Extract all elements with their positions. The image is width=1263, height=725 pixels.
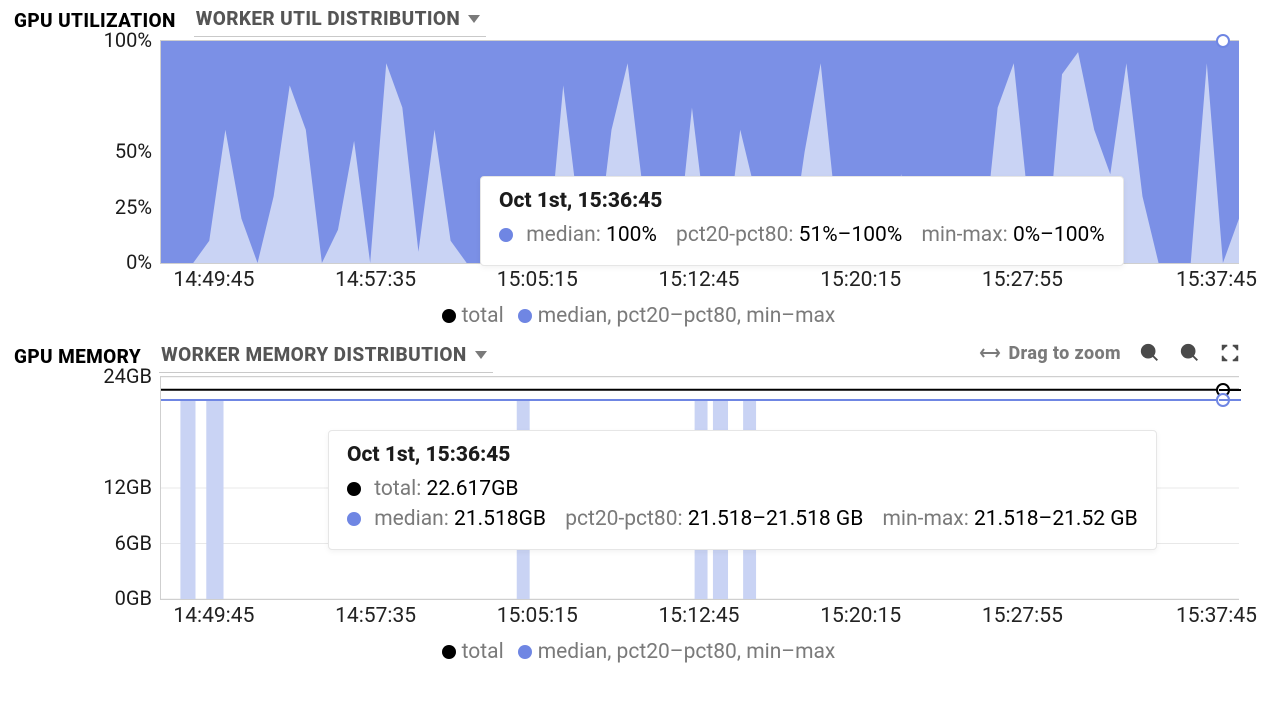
x-axis: 14:49:45 14:57:35 15:05:15 15:12:45 15:20:15… — [160, 600, 1238, 632]
tooltip-row: total: 22.617GB — [347, 477, 1138, 501]
legend-label: total — [462, 640, 504, 664]
hint-label: Drag to zoom — [1009, 343, 1122, 364]
x-tick: 15:12:45 — [659, 604, 740, 628]
y-axis: 0%25%50%100% — [0, 40, 160, 262]
zoom-in-icon — [1139, 342, 1161, 364]
tooltip-row: median: 100% pct20-pct80: 51%–100% min-m… — [499, 223, 1105, 247]
cursor-dash — [1219, 389, 1241, 391]
x-axis: 14:49:45 14:57:35 15:05:15 15:12:45 15:20:15… — [160, 264, 1238, 296]
y-tick: 24GB — [103, 364, 152, 388]
y-tick: 0GB — [115, 586, 152, 610]
legend: total median, pct20–pct80, min–max — [0, 296, 1263, 336]
x-tick: 15:27:55 — [982, 268, 1063, 292]
x-tick: 15:12:45 — [659, 268, 740, 292]
legend: total median, pct20–pct80, min–max — [0, 632, 1263, 672]
x-tick: 15:20:15 — [820, 268, 901, 292]
x-tick: 14:57:35 — [335, 604, 416, 628]
y-tick: 0% — [126, 250, 152, 274]
x-tick: 15:27:55 — [982, 604, 1063, 628]
panel-gpu-util: GPU UTILIZATION WORKER UTIL DISTRIBUTION… — [0, 0, 1263, 336]
x-tick: 14:57:35 — [335, 268, 416, 292]
x-tick: 15:37:45 — [1176, 604, 1257, 628]
panel-subtitle-label: WORKER MEMORY DISTRIBUTION — [161, 343, 466, 366]
legend-label: total — [462, 304, 504, 328]
x-tick: 15:05:15 — [497, 268, 578, 292]
y-tick: 12GB — [103, 475, 152, 499]
zoom-out-icon — [1179, 342, 1201, 364]
zoom-out-button[interactable] — [1179, 342, 1201, 364]
fullscreen-button[interactable] — [1219, 342, 1241, 364]
y-tick: 50% — [115, 139, 152, 163]
panel-subtitle-label: WORKER UTIL DISTRIBUTION — [196, 7, 460, 30]
tooltip: Oct 1st, 15:36:45 median: 100% pct20-pct… — [480, 176, 1124, 266]
fullscreen-icon — [1219, 342, 1241, 364]
chevron-down-icon — [475, 351, 487, 359]
panel-subtitle-dropdown[interactable]: WORKER UTIL DISTRIBUTION — [194, 3, 486, 37]
legend-dot — [518, 309, 532, 323]
cursor-marker — [1216, 34, 1230, 48]
tooltip-timestamp: Oct 1st, 15:36:45 — [347, 443, 1138, 467]
cursor-dash — [1219, 399, 1241, 401]
x-tick: 15:37:45 — [1176, 268, 1257, 292]
y-axis: 0GB6GB12GB24GB — [0, 376, 160, 598]
drag-horizontal-icon — [979, 346, 1001, 360]
chart-toolbar: Drag to zoom — [979, 342, 1242, 364]
legend-label: median, pct20–pct80, min–max — [538, 640, 836, 664]
legend-dot — [442, 645, 456, 659]
x-tick: 15:20:15 — [820, 604, 901, 628]
page: { "colors": { "area_light": "#c9d3f4", "… — [0, 0, 1263, 725]
x-tick: 15:05:15 — [497, 604, 578, 628]
legend-dot — [442, 309, 456, 323]
panel-header: GPU MEMORY WORKER MEMORY DISTRIBUTION Dr… — [0, 336, 1263, 376]
tooltip-row: median: 21.518GB pct20-pct80: 21.518–21.… — [347, 507, 1138, 531]
zoom-in-button[interactable] — [1139, 342, 1161, 364]
tooltip: Oct 1st, 15:36:45 total: 22.617GB median… — [328, 430, 1157, 550]
legend-label: median, pct20–pct80, min–max — [538, 304, 836, 328]
chevron-down-icon — [468, 15, 480, 23]
y-tick: 100% — [104, 28, 152, 52]
x-tick: 14:49:45 — [173, 268, 254, 292]
panel-header: GPU UTILIZATION WORKER UTIL DISTRIBUTION — [0, 0, 1263, 40]
panel-subtitle-dropdown[interactable]: WORKER MEMORY DISTRIBUTION — [159, 339, 492, 373]
legend-dot — [518, 645, 532, 659]
y-tick: 6GB — [115, 531, 152, 555]
x-tick: 14:49:45 — [173, 604, 254, 628]
drag-to-zoom-hint: Drag to zoom — [979, 343, 1122, 364]
tooltip-timestamp: Oct 1st, 15:36:45 — [499, 189, 1105, 213]
y-tick: 25% — [115, 195, 152, 219]
